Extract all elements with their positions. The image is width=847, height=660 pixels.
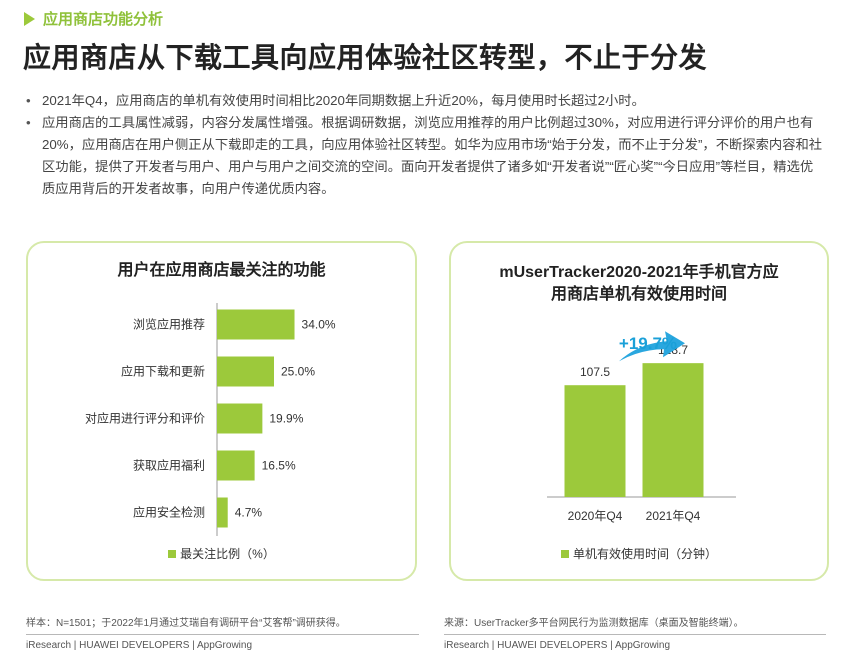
bar [217,309,295,340]
category-label: 2021年Q4 [646,509,701,523]
bar [217,356,274,387]
bullet-item: 应用商店的工具属性减弱，内容分发属性增强。根据调研数据，浏览应用推荐的用户比例超… [24,112,824,200]
left-chart-title: 用户在应用商店最关注的功能 [117,262,326,279]
growth-annotation: +19.7% [619,334,677,353]
left-chart-panel: 用户在应用商店最关注的功能 浏览应用推荐 34.0% 应用下载和更新 25.0% 对应用… [26,241,417,581]
legend-swatch [560,549,569,558]
left-bar-chart: 浏览应用推荐 34.0% 应用下载和更新 25.0% 对应用进行评分和评价 19.9% 获取… [85,303,336,536]
left-legend-label: 最关注比例（%） [180,547,275,561]
bar [217,403,263,434]
category-label: 浏览应用推荐 [133,317,205,332]
section-tag-label: 应用商店功能分析 [43,11,164,28]
bar [642,363,704,497]
right-chart-title-line1: mUserTracker2020-2021年手机官方应 [499,264,779,281]
right-brand: iResearch | HUAWEI DEVELOPERS | AppGrowi… [444,640,671,651]
right-legend-label: 单机有效使用时间（分钟） [572,547,717,561]
data-label: 16.5% [262,459,296,473]
left-footnote: 样本：N=1501；于2022年1月通过艾瑞自有调研平台“艾客帮”调研获得。 [26,618,346,629]
data-label: 4.7% [235,506,263,520]
bullet-item: 2021年Q4，应用商店的单机有效使用时间相比2020年同期数据上升近20%，每… [24,90,824,112]
category-label: 应用安全检测 [133,505,205,520]
left-chart-legend: 最关注比例（%） [28,545,415,562]
growth-arrow-icon [619,331,685,362]
page-title: 应用商店从下载工具向应用体验社区转型，不止于分发 [23,42,708,73]
right-footnote: 来源：UserTracker多平台网民行为监测数据库（桌面及智能终端）。 [444,618,744,629]
right-chart-title-line2: 用商店单机有效使用时间 [550,286,727,303]
legend-swatch [168,549,177,558]
category-label: 获取应用福利 [133,458,205,473]
bar [217,497,228,528]
category-label: 2020年Q4 [568,509,623,523]
data-label: 25.0% [281,365,315,379]
bar [217,450,255,481]
bar [564,385,626,497]
data-label: 34.0% [302,318,336,332]
category-label: 应用下载和更新 [121,364,205,379]
right-chart-legend: 单机有效使用时间（分钟） [451,545,827,562]
data-label: 19.9% [269,412,303,426]
right-divider [444,634,826,635]
right-bar-chart: 107.52020年Q4128.72021年Q4+19.7% [547,331,736,523]
bullet-list: 2021年Q4，应用商店的单机有效使用时间相比2020年同期数据上升近20%，每… [24,90,824,200]
section-tag: 应用商店功能分析 [24,8,163,29]
left-brand: iResearch | HUAWEI DEVELOPERS | AppGrowi… [26,640,253,651]
left-divider [26,634,419,635]
play-triangle-icon [24,11,35,26]
right-chart-title: mUserTracker2020-2021年手机官方应 用商店单机有效使用时间 [451,262,827,306]
right-chart-panel: mUserTracker2020-2021年手机官方应 用商店单机有效使用时间 … [449,241,829,581]
category-label: 对应用进行评分和评价 [85,411,205,426]
data-label: 107.5 [580,365,610,379]
